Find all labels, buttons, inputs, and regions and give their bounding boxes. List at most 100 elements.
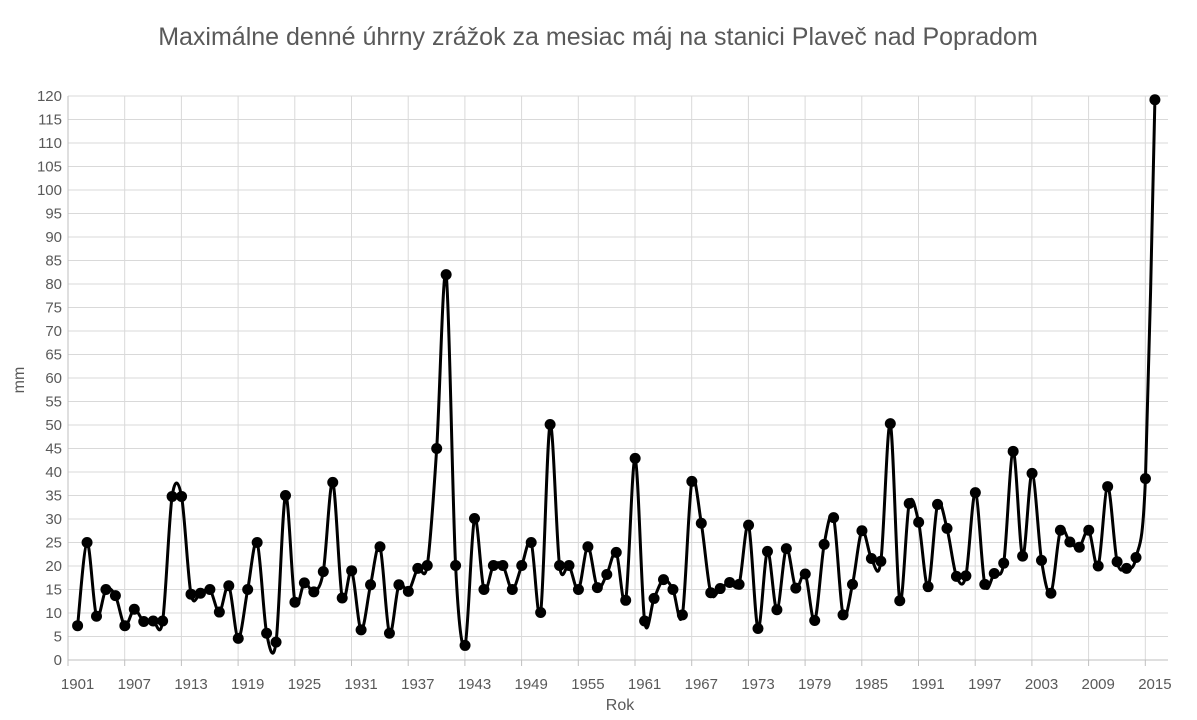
data-point: [771, 604, 783, 616]
data-point: [601, 568, 613, 580]
y-tick-label: 25: [45, 535, 62, 552]
data-point: [232, 632, 244, 644]
y-tick-label: 120: [37, 88, 62, 105]
data-point: [1064, 536, 1076, 548]
data-point: [402, 585, 414, 597]
data-point: [847, 578, 858, 590]
x-tick-label: 1913: [174, 676, 207, 693]
y-tick-label: 10: [45, 605, 62, 622]
data-point: [1026, 467, 1038, 479]
data-point: [884, 418, 896, 430]
y-tick-label: 5: [54, 629, 62, 646]
data-point: [988, 568, 1000, 580]
data-point: [591, 582, 603, 594]
x-tick-label: 1991: [911, 676, 944, 693]
data-point: [1102, 481, 1114, 493]
data-point: [724, 576, 736, 588]
data-point: [1045, 587, 1057, 599]
y-tick-label: 85: [45, 253, 62, 270]
data-point: [572, 584, 584, 595]
y-tick-label: 30: [45, 511, 62, 528]
data-point: [733, 578, 745, 590]
x-tick-label: 1985: [855, 676, 888, 693]
x-tick-label: 1901: [61, 676, 94, 693]
y-tick-label: 105: [37, 159, 62, 176]
data-point: [941, 522, 953, 534]
y-tick-label: 115: [38, 112, 62, 129]
data-point: [327, 476, 339, 488]
y-tick-label: 55: [45, 394, 62, 411]
data-point: [856, 525, 868, 537]
data-point: [799, 568, 811, 580]
data-point: [582, 541, 594, 553]
data-point: [752, 623, 764, 635]
data-point: [393, 579, 405, 591]
data-point: [251, 537, 263, 548]
data-point: [761, 545, 773, 557]
x-tick-label: 1931: [344, 676, 377, 693]
x-tick-label: 1997: [968, 676, 1001, 693]
data-point: [818, 538, 830, 550]
x-tick-label: 1937: [401, 676, 434, 693]
data-point: [119, 620, 131, 632]
data-point: [894, 595, 906, 607]
data-point: [544, 419, 556, 431]
data-point: [497, 560, 509, 572]
data-point: [261, 627, 273, 639]
data-point: [648, 592, 660, 604]
data-point: [610, 546, 622, 558]
data-point: [289, 596, 301, 608]
data-point: [176, 490, 188, 502]
data-point: [639, 615, 651, 627]
data-point: [280, 490, 291, 501]
data-point: [298, 577, 310, 589]
data-point: [1092, 560, 1104, 572]
y-tick-label: 15: [45, 582, 62, 599]
data-point: [809, 615, 821, 627]
x-tick-label: 1973: [741, 676, 774, 693]
data-point: [374, 541, 386, 553]
data-point: [516, 560, 528, 572]
data-point: [412, 562, 424, 574]
data-point: [213, 606, 225, 618]
data-point: [969, 487, 981, 499]
data-point: [932, 498, 944, 510]
data-point: [1036, 554, 1047, 566]
data-point: [686, 475, 698, 487]
data-point: [365, 579, 377, 591]
y-tick-label: 70: [45, 323, 62, 340]
data-point: [450, 560, 462, 572]
data-point: [998, 557, 1010, 569]
data-point: [469, 513, 480, 525]
data-point: [1083, 524, 1095, 536]
data-point: [431, 443, 443, 454]
data-point: [100, 584, 112, 595]
data-point: [865, 552, 877, 564]
y-tick-label: 90: [45, 229, 62, 246]
data-point: [790, 582, 802, 594]
x-tick-label: 2009: [1082, 676, 1115, 693]
axes: [67, 96, 1168, 666]
data-point: [667, 584, 679, 595]
data-point: [525, 537, 537, 548]
data-point: [950, 570, 962, 582]
data-point: [109, 590, 121, 602]
data-point: [91, 610, 102, 622]
data-point: [979, 578, 991, 590]
x-tick-label: 2003: [1025, 676, 1058, 693]
x-tick-label: 1967: [685, 676, 718, 693]
data-point: [487, 560, 499, 572]
data-point: [138, 615, 150, 627]
data-point: [875, 555, 887, 567]
data-point: [837, 609, 849, 621]
data-point: [336, 592, 348, 604]
y-tick-label: 40: [45, 464, 62, 481]
data-point: [147, 615, 159, 627]
data-point: [440, 269, 452, 281]
data-point: [194, 587, 206, 599]
x-tick-label: 1955: [571, 676, 604, 693]
data-point: [743, 519, 755, 531]
data-point: [913, 516, 925, 528]
data-point: [828, 512, 840, 524]
